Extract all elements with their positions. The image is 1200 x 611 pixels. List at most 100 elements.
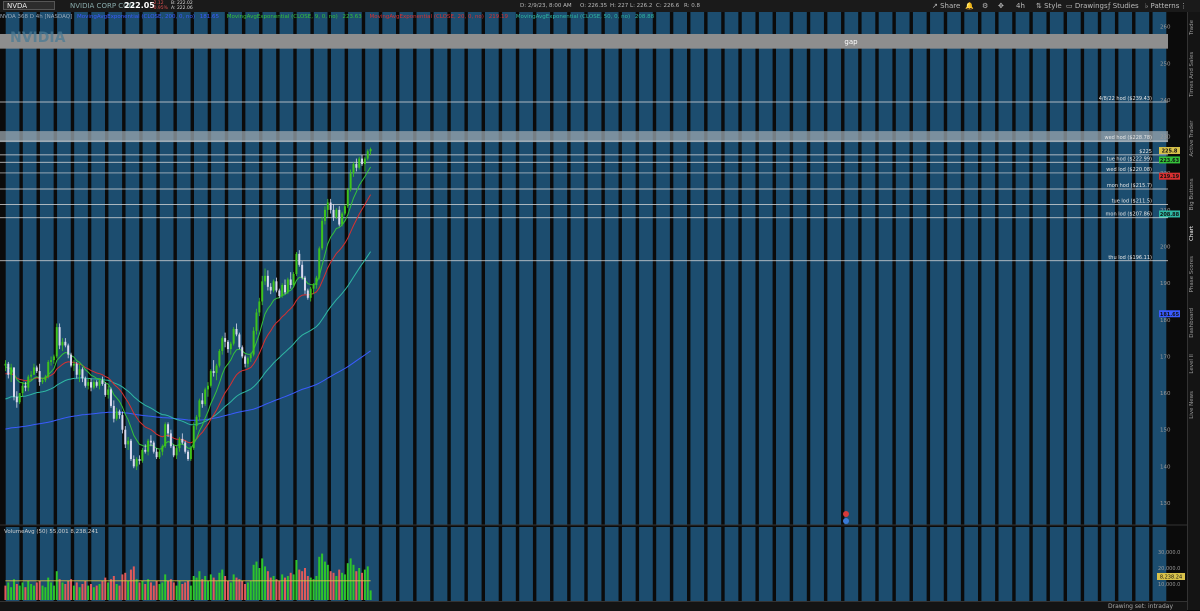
settings-icon[interactable]: ⚙ [982,2,989,10]
session-band [1084,12,1098,525]
price-tag-bg[interactable] [1159,147,1180,155]
volume-bar [92,587,95,600]
candle-body [175,448,178,456]
volume-bar [264,566,267,600]
style-button[interactable]: ⇅ Style [1036,2,1062,10]
volume-bar [266,571,269,600]
volume-bar [286,576,289,600]
volume-current-tag-bg[interactable] [1157,573,1185,580]
price-chart[interactable]: gap NVIDIA 4/8/22 hod ($239.43) wed hod (… [0,12,1187,601]
tab-phase-scores[interactable]: Phase Scores [1189,255,1195,293]
volume-bars [4,553,372,600]
volume-bar [172,582,175,600]
level-label: mon hod ($215.7) [1107,183,1152,189]
volume-session-band [878,527,893,601]
volume-session-band [1049,527,1064,601]
volume-session-band [142,527,157,601]
drawings-label: Drawings [1074,2,1108,10]
ema200-line[interactable] [5,350,371,430]
volume-bar [50,582,53,600]
tab-live-news[interactable]: Live News [1189,390,1195,419]
drawings-button[interactable]: ▭ Drawings [1066,2,1108,10]
session-band [1152,12,1167,525]
ema50-line[interactable] [5,251,372,426]
volume-bar [303,568,306,600]
candle-body [149,440,152,443]
timeframe-button[interactable]: 4h [1016,2,1025,10]
moving-averages [5,166,372,450]
session-band [502,12,516,525]
price-levels: 4/8/22 hod ($239.43) wed hod ($228.78) $22… [0,96,1168,262]
resistance-zone[interactable] [0,131,1168,143]
volume-bar [87,585,90,600]
volume-study-label[interactable]: VolumeAvg (50) 55,001 8,238,241 [4,529,98,535]
volume-bar [355,571,358,600]
volume-bar [24,587,27,600]
session-band [587,12,602,525]
dividend-marker[interactable] [843,518,849,524]
candle-body [312,284,315,289]
candle-body [264,275,267,282]
volume-bar [218,572,221,600]
candle-body [112,405,115,419]
tab-times-and-sales[interactable]: Times And Sales [1189,51,1195,98]
studies-button[interactable]: ƒ Studies [1108,2,1139,10]
alert-icon[interactable]: 🔔 [965,2,974,10]
session-band [844,12,859,525]
candle-body [303,277,306,291]
candle-body [38,371,41,383]
more-icon[interactable]: ⋮ [1180,2,1187,10]
study-ema200[interactable]: MovingAvgExponential (CLOSE, 200, 0, no)… [77,14,222,20]
price-tag-bg[interactable] [1159,156,1180,164]
candle-body [158,451,161,458]
tab-trade[interactable]: Trade [1189,19,1195,35]
candle-body [244,356,247,364]
patterns-button[interactable]: ♭ Patterns [1145,2,1179,10]
session-band [981,12,996,525]
candle-body [329,202,332,210]
price-tag-bg[interactable] [1159,210,1180,218]
session-band [895,12,910,525]
volume-bar [301,571,304,600]
study-ema9-label: MovingAvgExponential (CLOSE, 9, 0, no) [226,14,338,20]
candle-body [301,264,304,278]
gap-zone[interactable] [0,33,1168,49]
price-tag-bg[interactable] [1159,310,1180,318]
gap-zone-label: gap [844,38,858,46]
candle-body [224,338,227,342]
price-tag-bg[interactable] [1159,172,1180,180]
volume-bar [352,564,355,600]
study-ema20[interactable]: MovingAvgExponential (CLOSE, 20, 0, no) … [369,14,510,20]
symbol-input[interactable]: NVDA [3,1,55,10]
share-button[interactable]: ↗ Share [932,2,960,10]
volume-bar [44,587,47,600]
drawing-set-status[interactable]: Drawing set: intraday [1108,603,1173,610]
session-band [621,12,636,525]
volume-bar [118,585,121,600]
candle-body [184,442,187,452]
tab-dashboard[interactable]: Dashboard [1189,308,1195,339]
candle-body [295,253,298,274]
candle-body [30,374,33,377]
volume-session-band [416,527,431,601]
tab-active-trader[interactable]: Active Trader [1189,120,1195,157]
study-ema50[interactable]: MovingAvgExponential (CLOSE, 50, 0, no) … [516,14,657,20]
tab-big-buttons[interactable]: Big Buttons [1189,177,1195,210]
study-ema9[interactable]: MovingAvgExponential (CLOSE, 9, 0, no) 2… [227,14,365,20]
study-ema50-value: 208.88 [634,14,655,20]
session-band [1049,12,1064,525]
volume-session-band [1152,527,1167,601]
y-tick-label: 250 [1160,61,1171,67]
volume-session-band [947,527,961,601]
candle-body [58,327,61,346]
candle-body [147,440,150,452]
tab-level-ii[interactable]: Level II [1189,354,1195,374]
candle-body [289,279,292,285]
earnings-marker[interactable] [843,511,849,517]
candle-body [281,284,284,296]
volume-bar [95,585,98,600]
tab-chart[interactable]: Chart [1189,225,1195,241]
ema9-line[interactable] [5,166,372,450]
pan-icon[interactable]: ✥ [998,2,1004,10]
volume-bar [238,579,241,600]
